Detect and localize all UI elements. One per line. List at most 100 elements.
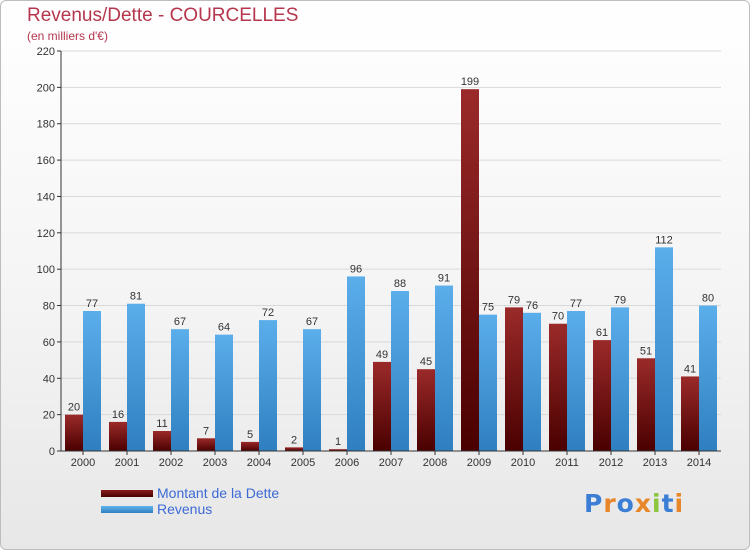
- legend-label-dette: Montant de la Dette: [157, 485, 280, 501]
- bar-revenus: [391, 291, 409, 451]
- data-label-revenus: 67: [174, 316, 186, 328]
- bar-revenus: [655, 247, 673, 451]
- bar-dette: [373, 361, 391, 451]
- bar-dette: [549, 323, 567, 451]
- y-tick-label: 200: [37, 82, 55, 94]
- y-tick-label: 80: [43, 301, 55, 313]
- bar-revenus: [347, 276, 365, 451]
- y-tick-label: 120: [37, 228, 55, 240]
- x-tick-label: 2001: [115, 457, 139, 469]
- bar-dette: [197, 438, 215, 451]
- bar-dette: [329, 449, 347, 451]
- data-label-dette: 199: [461, 76, 479, 88]
- data-label-dette: 20: [68, 402, 80, 414]
- y-tick-label: 20: [43, 410, 55, 422]
- legend-swatch-revenus: [101, 506, 153, 513]
- data-label-revenus: 77: [86, 298, 98, 310]
- y-tick-label: 140: [37, 191, 55, 203]
- data-label-dette: 41: [684, 363, 696, 375]
- y-tick-label: 220: [37, 46, 55, 58]
- data-label-dette: 7: [203, 425, 209, 437]
- bar-revenus: [259, 320, 277, 451]
- bar-revenus: [611, 307, 629, 451]
- data-label-revenus: 64: [218, 322, 230, 334]
- chart-title: Revenus/Dette - COURCELLES: [27, 5, 299, 26]
- x-tick-label: 2005: [291, 457, 315, 469]
- x-tick-label: 2009: [467, 457, 491, 469]
- x-tick-label: 2012: [599, 457, 623, 469]
- data-label-revenus: 79: [614, 294, 626, 306]
- x-tick-label: 2014: [687, 457, 711, 469]
- bar-dette: [593, 340, 611, 451]
- bar-dette: [241, 441, 259, 451]
- logo-letter: x: [634, 489, 652, 518]
- data-label-dette: 1: [335, 436, 341, 448]
- data-label-dette: 45: [420, 356, 432, 368]
- y-tick-label: 180: [37, 119, 55, 131]
- bar-revenus: [567, 311, 585, 451]
- data-label-dette: 16: [112, 409, 124, 421]
- data-label-revenus: 77: [570, 298, 582, 310]
- chart-subtitle: (en milliers d'€): [27, 29, 108, 43]
- data-label-revenus: 75: [482, 302, 494, 314]
- logo-letter: r: [603, 489, 617, 518]
- logo-letter: i: [674, 489, 685, 518]
- data-label-revenus: 72: [262, 307, 274, 319]
- y-tick-label: 0: [49, 446, 55, 458]
- bar-revenus: [127, 303, 145, 451]
- x-tick-label: 2003: [203, 457, 227, 469]
- y-tick-label: 160: [37, 155, 55, 167]
- data-label-dette: 61: [596, 327, 608, 339]
- bar-dette: [505, 307, 523, 451]
- x-tick-label: 2011: [555, 457, 579, 469]
- data-label-revenus: 81: [130, 291, 142, 303]
- x-tick-label: 2010: [511, 457, 535, 469]
- x-tick-label: 2004: [247, 457, 271, 469]
- x-tick-label: 2008: [423, 457, 447, 469]
- logo-letter: P: [584, 489, 604, 518]
- logo-letter: t: [661, 489, 675, 518]
- bar-dette: [681, 376, 699, 451]
- bar-revenus: [83, 311, 101, 451]
- bar-dette: [461, 89, 479, 451]
- data-label-dette: 11: [156, 418, 167, 430]
- bar-revenus: [215, 334, 233, 451]
- y-tick-label: 100: [37, 264, 55, 276]
- bar-dette: [637, 358, 655, 451]
- legend-label-revenus: Revenus: [157, 501, 213, 517]
- logo-letter: o: [616, 489, 635, 518]
- data-label-revenus: 67: [306, 316, 318, 328]
- bar-revenus: [171, 329, 189, 451]
- logo-letter: i: [652, 489, 662, 518]
- data-label-revenus: 91: [438, 273, 450, 285]
- data-label-dette: 51: [640, 345, 652, 357]
- bar-dette: [65, 414, 83, 451]
- bar-revenus: [699, 305, 717, 451]
- data-label-revenus: 88: [394, 278, 406, 290]
- x-tick-label: 2002: [159, 457, 183, 469]
- data-label-dette: 70: [552, 311, 564, 323]
- data-label-revenus: 96: [350, 263, 362, 275]
- bar-revenus: [303, 329, 321, 451]
- y-tick-label: 60: [43, 337, 55, 349]
- x-tick-label: 2013: [643, 457, 667, 469]
- data-label-dette: 79: [508, 294, 520, 306]
- proxiti-logo: Proxiti: [584, 489, 684, 518]
- x-tick-label: 2007: [379, 457, 403, 469]
- data-label-dette: 2: [291, 434, 297, 446]
- bar-dette: [109, 421, 127, 451]
- legend-swatch-dette: [101, 490, 153, 497]
- bar-dette: [285, 447, 303, 451]
- data-label-revenus: 112: [655, 234, 673, 246]
- data-label-dette: 49: [376, 349, 388, 361]
- bar-revenus: [523, 312, 541, 451]
- data-label-revenus: 80: [702, 293, 714, 305]
- bar-revenus: [479, 314, 497, 451]
- y-tick-label: 40: [43, 373, 55, 385]
- bar-dette: [417, 369, 435, 451]
- data-label-dette: 5: [247, 429, 253, 441]
- x-tick-label: 2006: [335, 457, 359, 469]
- bar-dette: [153, 431, 171, 451]
